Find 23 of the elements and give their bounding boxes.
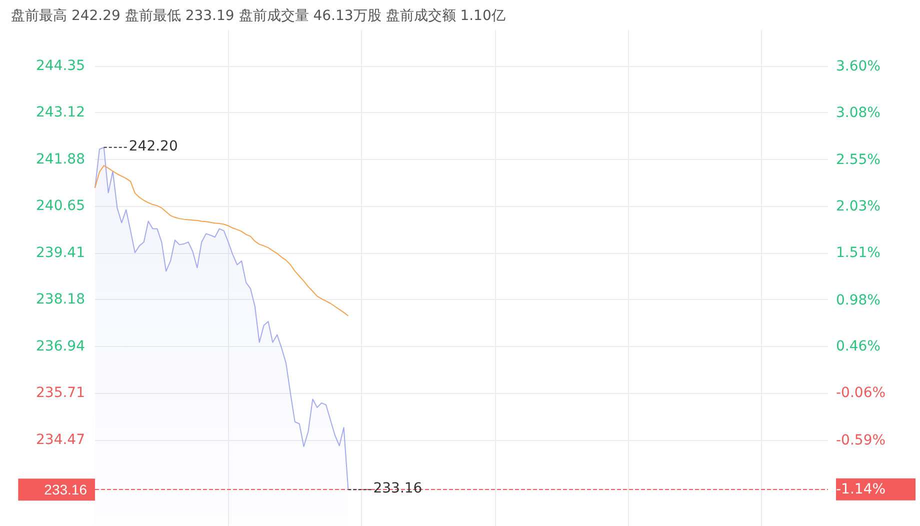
y2-tick-label: 3.08%	[836, 104, 880, 121]
y2-tick-label: -0.06%	[836, 385, 886, 402]
annotation: 242.20	[128, 138, 178, 154]
y2-tick-label: 1.51%	[836, 245, 880, 262]
ref-line-label: 233.16	[44, 482, 88, 498]
y2-tick-label: 3.60%	[836, 58, 880, 75]
y-tick-label: 243.12	[36, 104, 85, 121]
y2-tick-label: 2.55%	[836, 152, 880, 168]
y-tick-label: 236.94	[36, 338, 86, 355]
y2-tick-label: 0.46%	[836, 338, 880, 355]
line-series	[94, 165, 349, 316]
chart-title: 盘前最高 242.29 盘前最低 233.19 盘前成交量 46.13万股 盘前成交额 1.10亿	[11, 8, 506, 24]
y-tick-label: 244.35	[36, 58, 85, 74]
y-tick-label: 235.71	[36, 385, 85, 402]
y-tick-label: 240.65	[36, 198, 85, 214]
y2-tick-label: -0.59%	[836, 432, 886, 448]
y2-tick-label: 0.98%	[836, 292, 880, 308]
y2-tick-label: -1.14%	[836, 481, 886, 498]
y-tick-label: 241.88	[36, 151, 85, 168]
y-tick-label: 239.41	[36, 245, 85, 262]
y-tick-label: 238.18	[36, 292, 85, 308]
y2-tick-label: 2.03%	[836, 198, 880, 215]
y-tick-label: 234.47	[36, 432, 85, 448]
